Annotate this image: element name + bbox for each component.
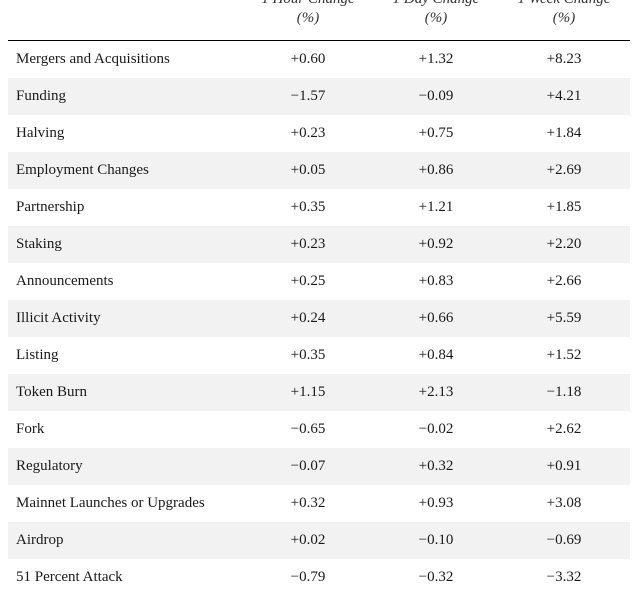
row-event-name: Staking	[16, 236, 62, 252]
row-event-name: Funding	[16, 88, 67, 104]
row-1-week-change: +2.66	[546, 273, 582, 289]
row-1-hour-change: +0.23	[290, 236, 326, 252]
row-1-week-change: +8.23	[546, 51, 582, 67]
row-1-week-change: +2.20	[546, 236, 582, 252]
table-row: Funding −1.57 −0.09 +4.21	[8, 78, 630, 115]
header-1-week-change-title: 1 Week Change	[494, 0, 634, 9]
row-event-name: 51 Percent Attack	[16, 569, 123, 585]
row-event-name: Illicit Activity	[16, 310, 101, 326]
row-1-hour-change: +0.02	[290, 532, 326, 548]
header-1-hour-change-title: 1 Hour Change	[238, 0, 378, 9]
row-1-week-change: +0.91	[546, 458, 582, 474]
table-row: Regulatory −0.07 +0.32 +0.91	[8, 448, 630, 485]
row-event-name: Partnership	[16, 199, 85, 215]
event-change-table: 1 Hour Change (%) 1 Day Change (%) 1 Wee…	[8, 0, 630, 596]
row-1-week-change: −1.18	[546, 384, 582, 400]
row-event-name: Employment Changes	[16, 162, 149, 178]
row-1-week-change: +2.69	[546, 162, 582, 178]
row-1-hour-change: +0.24	[290, 310, 326, 326]
row-1-day-change: −0.10	[418, 532, 454, 548]
row-event-name: Airdrop	[16, 532, 64, 548]
table-row: Mainnet Launches or Upgrades +0.32 +0.93…	[8, 485, 630, 522]
row-1-week-change: +1.84	[546, 125, 582, 141]
row-1-week-change: +1.85	[546, 199, 582, 215]
row-1-hour-change: +0.05	[290, 162, 326, 178]
table-row: Airdrop +0.02 −0.10 −0.69	[8, 522, 630, 559]
row-1-hour-change: −0.79	[290, 569, 326, 585]
table-row: Fork −0.65 −0.02 +2.62	[8, 411, 630, 448]
row-1-day-change: +0.84	[418, 347, 454, 363]
row-event-name: Mergers and Acquisitions	[16, 51, 170, 67]
row-1-day-change: +0.93	[418, 495, 454, 511]
row-1-hour-change: −1.57	[290, 88, 326, 104]
table-header: 1 Hour Change (%) 1 Day Change (%) 1 Wee…	[8, 0, 630, 41]
row-1-week-change: −3.32	[546, 569, 582, 585]
row-event-name: Mainnet Launches or Upgrades	[16, 495, 205, 511]
row-1-hour-change: +0.23	[290, 125, 326, 141]
row-1-week-change: +3.08	[546, 495, 582, 511]
row-1-hour-change: +0.35	[290, 199, 326, 215]
row-event-name: Listing	[16, 347, 59, 363]
row-1-week-change: +5.59	[546, 310, 582, 326]
row-1-week-change: +1.52	[546, 347, 582, 363]
row-1-day-change: +0.66	[418, 310, 454, 326]
row-event-name: Halving	[16, 125, 65, 141]
header-1-hour-change: 1 Hour Change (%)	[238, 0, 378, 28]
table-row: 51 Percent Attack −0.79 −0.32 −3.32	[8, 559, 630, 596]
row-1-day-change: +1.21	[418, 199, 454, 215]
table-body: Mergers and Acquisitions +0.60 +1.32 +8.…	[8, 41, 630, 596]
table-row: Mergers and Acquisitions +0.60 +1.32 +8.…	[8, 41, 630, 78]
row-1-hour-change: −0.07	[290, 458, 326, 474]
row-1-week-change: +2.62	[546, 421, 582, 437]
table-row: Halving +0.23 +0.75 +1.84	[8, 115, 630, 152]
table-row: Announcements +0.25 +0.83 +2.66	[8, 263, 630, 300]
row-1-day-change: −0.32	[418, 569, 454, 585]
table-row: Staking +0.23 +0.92 +2.20	[8, 226, 630, 263]
table-row: Listing +0.35 +0.84 +1.52	[8, 337, 630, 374]
row-1-hour-change: +0.35	[290, 347, 326, 363]
table-row: Illicit Activity +0.24 +0.66 +5.59	[8, 300, 630, 337]
row-1-hour-change: −0.65	[290, 421, 326, 437]
row-1-day-change: −0.02	[418, 421, 454, 437]
header-1-day-change-title: 1 Day Change	[366, 0, 506, 9]
header-1-day-change: 1 Day Change (%)	[366, 0, 506, 28]
row-1-day-change: +0.92	[418, 236, 454, 252]
header-1-day-change-unit: (%)	[424, 10, 448, 26]
header-1-hour-change-unit: (%)	[296, 10, 320, 26]
row-event-name: Fork	[16, 421, 45, 437]
row-1-day-change: −0.09	[418, 88, 454, 104]
header-1-week-change: 1 Week Change (%)	[494, 0, 634, 28]
row-1-day-change: +1.32	[418, 51, 454, 67]
row-event-name: Token Burn	[16, 384, 88, 400]
row-1-day-change: +2.13	[418, 384, 454, 400]
row-event-name: Regulatory	[16, 458, 83, 474]
row-1-hour-change: +1.15	[290, 384, 326, 400]
table-row: Token Burn +1.15 +2.13 −1.18	[8, 374, 630, 411]
row-1-day-change: +0.75	[418, 125, 454, 141]
row-event-name: Announcements	[16, 273, 114, 289]
row-1-day-change: +0.83	[418, 273, 454, 289]
row-1-hour-change: +0.32	[290, 495, 326, 511]
row-1-hour-change: +0.25	[290, 273, 326, 289]
row-1-hour-change: +0.60	[290, 51, 326, 67]
table-row: Partnership +0.35 +1.21 +1.85	[8, 189, 630, 226]
row-1-week-change: −0.69	[546, 532, 582, 548]
table-row: Employment Changes +0.05 +0.86 +2.69	[8, 152, 630, 189]
row-1-day-change: +0.32	[418, 458, 454, 474]
header-1-week-change-unit: (%)	[552, 10, 576, 26]
row-1-day-change: +0.86	[418, 162, 454, 178]
row-1-week-change: +4.21	[546, 88, 582, 104]
